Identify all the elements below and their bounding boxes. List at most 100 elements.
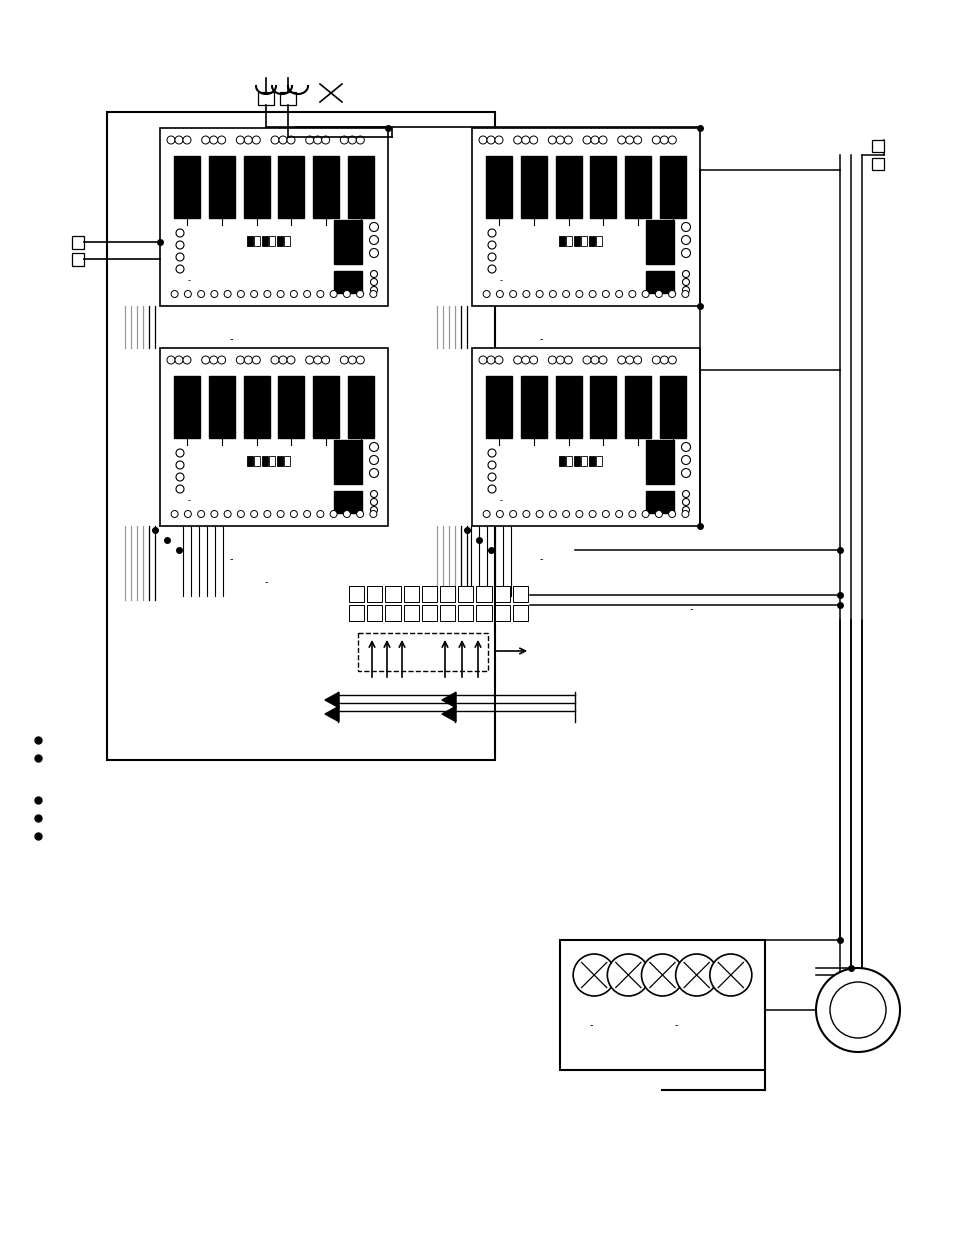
Polygon shape bbox=[325, 706, 338, 721]
Circle shape bbox=[211, 510, 217, 517]
Bar bbox=[558, 236, 564, 246]
Circle shape bbox=[271, 356, 278, 364]
Circle shape bbox=[681, 270, 689, 278]
Circle shape bbox=[659, 136, 668, 144]
Circle shape bbox=[488, 485, 496, 493]
Bar bbox=[160, 128, 388, 306]
Circle shape bbox=[264, 510, 271, 517]
Bar bbox=[588, 456, 594, 466]
Circle shape bbox=[287, 136, 294, 144]
Circle shape bbox=[617, 356, 625, 364]
Bar bbox=[349, 585, 364, 601]
Circle shape bbox=[601, 510, 609, 517]
Circle shape bbox=[680, 236, 690, 245]
Bar bbox=[284, 236, 290, 246]
Circle shape bbox=[369, 456, 378, 464]
Circle shape bbox=[536, 290, 542, 298]
Circle shape bbox=[171, 290, 178, 298]
Circle shape bbox=[369, 248, 378, 258]
Text: -: - bbox=[499, 496, 502, 505]
Circle shape bbox=[486, 356, 495, 364]
Bar bbox=[580, 236, 586, 246]
Bar bbox=[334, 440, 361, 484]
Circle shape bbox=[640, 953, 682, 995]
Circle shape bbox=[174, 136, 183, 144]
Circle shape bbox=[680, 456, 690, 464]
Circle shape bbox=[668, 290, 675, 298]
Circle shape bbox=[175, 485, 184, 493]
Circle shape bbox=[681, 499, 689, 505]
Bar bbox=[107, 112, 495, 760]
Circle shape bbox=[681, 290, 688, 298]
Circle shape bbox=[478, 356, 486, 364]
Circle shape bbox=[522, 510, 529, 517]
Circle shape bbox=[184, 510, 192, 517]
Bar bbox=[871, 140, 883, 152]
Bar bbox=[565, 236, 572, 246]
Circle shape bbox=[829, 982, 885, 1037]
Bar bbox=[590, 375, 616, 438]
Bar bbox=[284, 456, 290, 466]
Bar bbox=[71, 253, 84, 266]
Circle shape bbox=[356, 356, 364, 364]
Bar bbox=[645, 220, 673, 264]
Circle shape bbox=[549, 510, 556, 517]
Bar bbox=[494, 585, 509, 601]
Circle shape bbox=[495, 356, 502, 364]
Bar bbox=[247, 236, 253, 246]
Circle shape bbox=[590, 136, 598, 144]
Bar bbox=[421, 605, 436, 621]
Bar bbox=[276, 456, 282, 466]
Circle shape bbox=[668, 510, 675, 517]
Circle shape bbox=[175, 450, 184, 457]
Circle shape bbox=[668, 136, 676, 144]
Circle shape bbox=[655, 510, 661, 517]
Circle shape bbox=[356, 136, 364, 144]
Circle shape bbox=[488, 461, 496, 469]
Bar bbox=[385, 585, 400, 601]
Circle shape bbox=[370, 287, 377, 294]
Text: -: - bbox=[689, 604, 693, 614]
Bar bbox=[580, 456, 586, 466]
Circle shape bbox=[529, 136, 537, 144]
Circle shape bbox=[175, 228, 184, 237]
Circle shape bbox=[628, 510, 636, 517]
Circle shape bbox=[237, 290, 244, 298]
Circle shape bbox=[478, 136, 486, 144]
Circle shape bbox=[253, 356, 260, 364]
Bar bbox=[555, 156, 581, 219]
Circle shape bbox=[496, 510, 503, 517]
Circle shape bbox=[641, 510, 648, 517]
Circle shape bbox=[340, 356, 348, 364]
Circle shape bbox=[217, 356, 226, 364]
Circle shape bbox=[680, 248, 690, 258]
Circle shape bbox=[171, 510, 178, 517]
Circle shape bbox=[709, 953, 751, 995]
Bar bbox=[278, 375, 304, 438]
Circle shape bbox=[244, 136, 253, 144]
Circle shape bbox=[175, 473, 184, 480]
Circle shape bbox=[197, 510, 204, 517]
Circle shape bbox=[509, 290, 517, 298]
Circle shape bbox=[370, 510, 376, 517]
Circle shape bbox=[264, 290, 271, 298]
Circle shape bbox=[521, 136, 529, 144]
Bar bbox=[439, 605, 455, 621]
Circle shape bbox=[625, 356, 633, 364]
Circle shape bbox=[589, 510, 596, 517]
Bar bbox=[243, 375, 270, 438]
Circle shape bbox=[488, 450, 496, 457]
Circle shape bbox=[680, 468, 690, 478]
Bar bbox=[253, 236, 260, 246]
Bar bbox=[261, 236, 268, 246]
Circle shape bbox=[303, 290, 311, 298]
Circle shape bbox=[278, 136, 287, 144]
Circle shape bbox=[210, 356, 217, 364]
Polygon shape bbox=[441, 706, 456, 721]
Circle shape bbox=[370, 506, 377, 514]
Bar bbox=[334, 220, 361, 264]
Circle shape bbox=[348, 356, 356, 364]
Circle shape bbox=[536, 510, 542, 517]
Circle shape bbox=[236, 136, 244, 144]
Circle shape bbox=[564, 356, 572, 364]
